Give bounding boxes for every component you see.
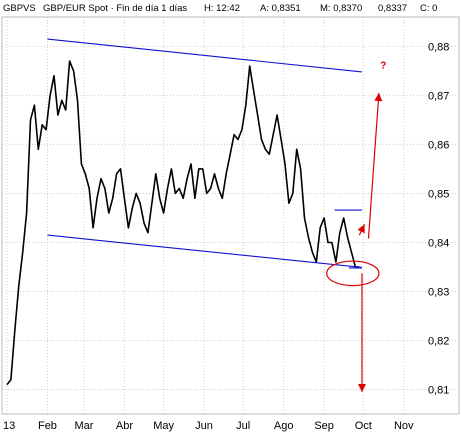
y-tick-label: 0,87 [428,90,449,102]
forecast-arrow-head [357,224,365,234]
forecast-arrow-head [357,383,366,392]
trendline [47,38,363,73]
forecast-arrow [367,92,380,239]
x-tick-label: Feb [38,420,57,432]
plot-frame [1,16,460,415]
header-close: 0,8337 [378,3,407,14]
price-line [6,60,360,386]
y-tick-label: 0,88 [428,41,449,53]
forecast-arrow-head [374,92,383,102]
x-tick-label: Ago [274,420,294,432]
trendline [47,234,363,269]
y-tick-label: 0,84 [428,237,449,249]
y-tick-label: 0,85 [428,188,449,200]
x-tick-label: Jul [236,420,250,432]
header-high: H: 12:42 [204,3,240,14]
x-tick-label: May [153,420,174,432]
header-mid: M: 0,8370 [320,3,362,14]
x-tick-label: Oct [355,420,372,432]
x-tick-label: Abr [116,420,133,432]
header-ask: A: 0,8351 [260,3,301,14]
chart-header: GBPVS GBP/EUR Spot · Fin de día 1 días H… [3,3,437,14]
y-tick-label: 0,81 [428,384,449,396]
x-tick-label: Mar [75,420,94,432]
x-tick-label: Sep [314,420,334,432]
y-tick-label: 0,83 [428,286,449,298]
header-description: GBP/EUR Spot · Fin de día 1 días [43,3,187,14]
question-mark-label: ? [380,60,386,71]
x-tick-label: 13 [3,420,15,432]
chart-annotations: ? [47,38,386,392]
price-series [6,60,360,386]
header-symbol: GBPVS [3,3,36,14]
y-tick-label: 0,86 [428,139,449,151]
header-c: C: 0 [420,3,437,14]
x-tick-label: Jun [195,420,213,432]
grid-lines [2,17,459,414]
x-axis-ticks: 13 Feb Mar Abr May Jun Jul Ago Sep Oct Nov [3,420,414,432]
x-tick-label: Nov [394,420,414,432]
y-axis-ticks: 0,81 0,82 0,83 0,84 0,85 0,86 0,87 0,88 [428,41,449,396]
y-tick-label: 0,82 [428,335,449,347]
highlight-ellipse [326,260,380,287]
